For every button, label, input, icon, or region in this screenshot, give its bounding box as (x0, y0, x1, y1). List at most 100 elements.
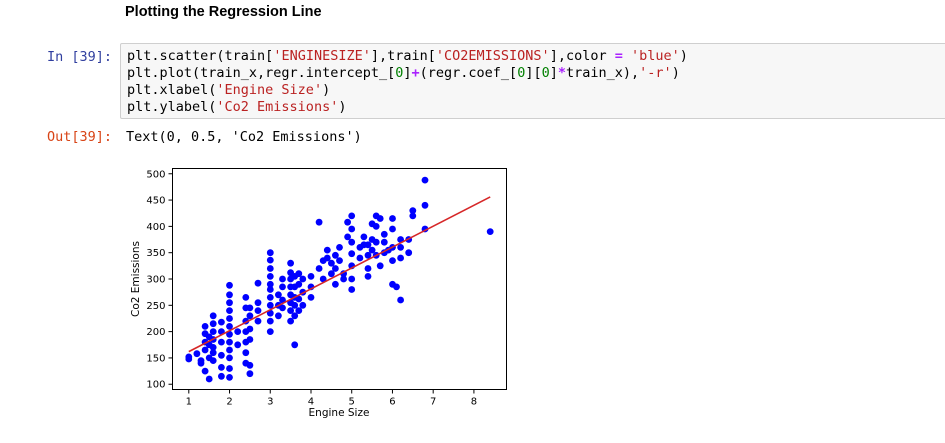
code-token: 'Co2 Emissions' (216, 99, 339, 115)
code-line: plt.xlabel('Engine Size') (127, 82, 688, 99)
scatter-point (336, 257, 343, 264)
x-tick-label: 4 (308, 397, 314, 408)
x-tick-label: 1 (186, 397, 192, 408)
scatter-point (328, 270, 335, 278)
scatter-point (295, 270, 303, 278)
code-token: plt.xlabel( (127, 82, 217, 98)
scatter-point (279, 275, 286, 283)
scatter-point (372, 238, 380, 246)
code-token: ],color (549, 48, 615, 64)
code-token: plt.scatter(train[ (127, 48, 274, 64)
scatter-point (209, 312, 217, 320)
scatter-point (226, 374, 233, 381)
code-token: ][ (525, 65, 542, 81)
code-editor[interactable]: plt.scatter(train['ENGINESIZE'],train['C… (127, 48, 688, 116)
code-token: 'ENGINESIZE' (273, 48, 371, 64)
scatter-point (209, 328, 217, 335)
code-token: (regr.coef_[ (419, 65, 518, 81)
scatter-point (218, 372, 225, 380)
code-token: 'CO2EMISSIONS' (435, 48, 550, 64)
scatter-point (246, 312, 254, 320)
scatter-point (348, 286, 356, 293)
output-text: Text(0, 0.5, 'Co2 Emissions') (126, 129, 362, 145)
scatter-point (246, 361, 254, 369)
scatter-point (266, 256, 274, 264)
scatter-point (344, 233, 351, 241)
scatter-point (226, 307, 233, 314)
scatter-point (266, 280, 274, 288)
scatter-point (340, 275, 347, 283)
y-tick-label: 150 (146, 353, 165, 364)
scatter-point (364, 241, 372, 249)
scatter-point (295, 280, 303, 288)
scatter-point (266, 301, 274, 309)
scatter-point (209, 357, 217, 364)
x-tick-label: 6 (389, 397, 395, 408)
y-tick-label: 200 (146, 327, 165, 338)
scatter-point (421, 201, 429, 209)
scatter-point (332, 251, 339, 259)
scatter-point (376, 215, 384, 222)
code-token: '-r' (639, 65, 672, 81)
x-tick-label: 8 (471, 397, 477, 408)
code-token: 0 (541, 65, 550, 81)
y-tick-label: 250 (146, 301, 165, 312)
scatter-point (226, 365, 233, 372)
code-token: 'Engine Size' (216, 82, 323, 98)
code-token: + (411, 65, 420, 81)
scatter-point (246, 336, 254, 343)
y-tick-label: 300 (146, 275, 165, 286)
scatter-point (405, 249, 413, 257)
scatter-point (254, 299, 262, 307)
scatter-point (299, 301, 307, 309)
scatter-point (226, 315, 233, 322)
scatter-point (397, 254, 404, 262)
scatter-point (299, 275, 307, 283)
scatter-point (226, 281, 233, 289)
scatter-point (291, 301, 299, 309)
code-token: ] (549, 65, 558, 81)
y-axis-label: Co2 Emissions (130, 241, 142, 317)
scatter-point (368, 246, 376, 254)
scatter-point (307, 273, 315, 280)
scatter-point (275, 312, 282, 320)
scatter-point (348, 212, 356, 220)
scatter-point (201, 367, 209, 375)
x-tick-label: 5 (349, 397, 355, 408)
code-token: ) (322, 82, 331, 98)
scatter-point (266, 249, 274, 257)
scatter-point (295, 307, 303, 314)
scatter-point (226, 346, 233, 354)
scatter-point (287, 307, 294, 314)
scatter-point (348, 275, 356, 283)
code-token: ) (671, 65, 680, 81)
scatter-point (319, 275, 327, 283)
scatter-point (291, 312, 299, 320)
code-line: plt.scatter(train['ENGINESIZE'],train['C… (127, 48, 688, 65)
scatter-point (315, 218, 323, 226)
code-token: ) (679, 48, 688, 64)
scatter-point (226, 330, 233, 338)
scatter-point (275, 291, 282, 299)
x-tick-label: 7 (430, 397, 436, 408)
scatter-point (197, 359, 205, 367)
scatter-point (376, 262, 384, 270)
scatter-point (409, 207, 417, 215)
scatter-point (242, 294, 250, 301)
scatter-point (380, 230, 388, 238)
code-token: = (614, 48, 623, 64)
scatter-point (266, 328, 274, 335)
scatter-point (218, 318, 225, 326)
scatter-point (421, 176, 429, 184)
scatter-point (234, 328, 242, 335)
scatter-point (218, 364, 225, 371)
code-token: ] (403, 65, 412, 81)
scatter-point (279, 304, 286, 312)
scatter-point (348, 250, 356, 258)
scatter-point (332, 265, 339, 272)
scatter-point (389, 225, 396, 233)
scatter-point (218, 351, 225, 359)
code-cell-input[interactable]: plt.scatter(train['ENGINESIZE'],train['C… (120, 43, 945, 119)
section-heading: Plotting the Regression Line (125, 4, 322, 20)
x-axis-label: Engine Size (309, 407, 370, 419)
